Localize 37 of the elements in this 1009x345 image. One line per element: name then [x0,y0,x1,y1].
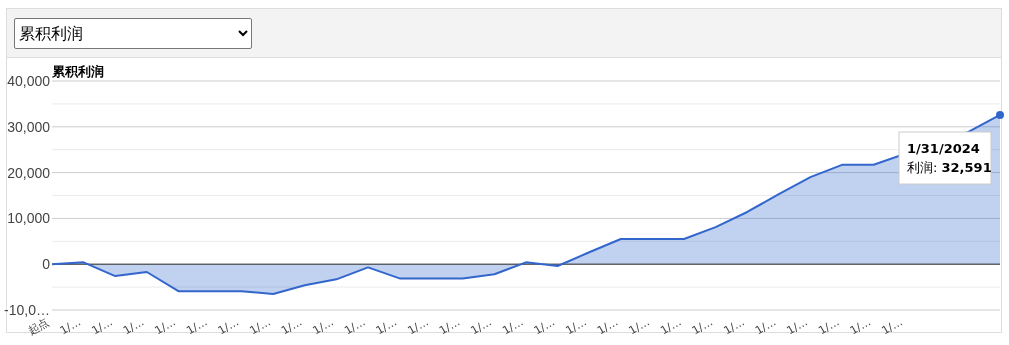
y-tick-label: 30,000 [7,118,51,135]
x-tick-label: 1/… [215,315,242,338]
x-tick-label: 1/… [500,315,526,338]
x-tick-label: 1/… [689,315,716,338]
x-tick-label: 1/… [184,315,210,338]
x-tick-label: 1/… [278,315,305,338]
x-tick-label: 1/… [405,315,431,338]
x-tick-label: 1/… [879,315,905,338]
x-tick-label: 1/… [721,315,747,338]
text: 累积利润 [14,18,252,49]
y-tick-label: -10,0… [4,302,50,318]
x-tick-label: 1/… [120,315,147,338]
x-tick-label: 1/… [436,315,463,338]
x-tick-label: 1/… [89,315,115,338]
annotation: 利润: 32,591 [907,160,992,175]
y-tick-label: 40,000 [7,73,51,89]
x-tick-label: 1/… [816,315,842,338]
y-tick-label: 20,000 [7,164,51,181]
x-tick-label: 1/… [563,315,589,338]
x-tick-label: 1/… [373,315,400,338]
x-tick-label: 1/… [247,315,273,338]
x-tick-label: 1/… [342,315,368,338]
annotation: 1/31/2024 [907,141,980,156]
y-tick-label: 0 [42,256,51,273]
x-tick-label: 1/… [626,315,652,338]
x-tick-label: 1/… [57,315,84,338]
y-tick-label: 10,000 [7,210,51,227]
x-tick-label: 1/… [152,315,178,338]
x-tick-label: 1/… [658,315,684,338]
x-tick-label: 1/… [594,315,621,338]
x-tick-label: 1/… [752,315,779,338]
x-tick-label: 1/… [310,315,336,338]
x-tick-label: 1/… [531,315,558,338]
x-tick-label: 1/… [784,315,810,338]
x-tick-label: 1/… [468,315,494,338]
chart-title: 累积利润 [51,64,104,79]
x-tick-label: 1/… [847,315,874,338]
